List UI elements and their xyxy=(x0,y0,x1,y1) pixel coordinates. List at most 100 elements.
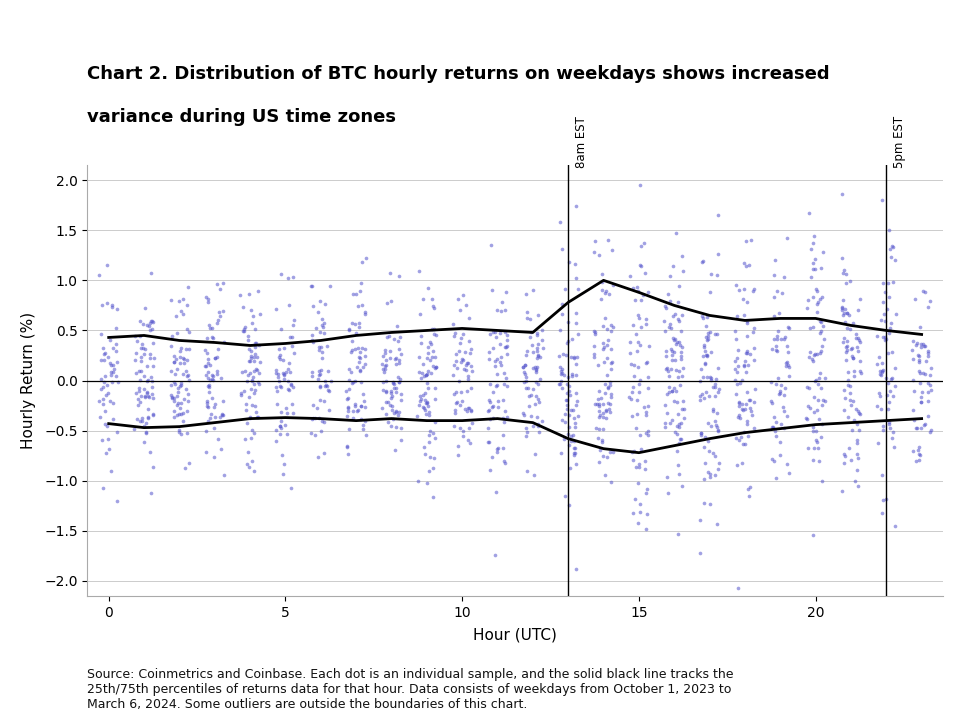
Point xyxy=(846,317,861,328)
Point xyxy=(276,468,292,480)
Point xyxy=(742,482,757,493)
Point xyxy=(801,294,816,306)
Point xyxy=(210,318,226,330)
Point xyxy=(557,490,573,502)
Point xyxy=(417,370,433,382)
Point xyxy=(812,315,827,327)
Point xyxy=(884,373,899,385)
Point xyxy=(622,271,638,282)
Point xyxy=(134,415,150,426)
Point xyxy=(834,189,850,200)
Point xyxy=(493,305,508,317)
Point xyxy=(413,393,429,405)
Point xyxy=(178,344,193,355)
Point xyxy=(133,355,149,367)
X-axis label: Hour (UTC): Hour (UTC) xyxy=(473,628,557,643)
Point xyxy=(806,321,821,332)
Point xyxy=(242,368,258,379)
Point xyxy=(182,343,197,355)
Point xyxy=(535,415,550,426)
Point xyxy=(806,257,821,269)
Point xyxy=(885,241,901,253)
Point xyxy=(663,363,678,375)
Point xyxy=(586,340,602,351)
Point xyxy=(145,375,160,386)
Point xyxy=(641,382,656,393)
Point xyxy=(422,466,437,477)
Point xyxy=(492,357,507,368)
Point xyxy=(702,327,717,338)
Point xyxy=(880,389,895,401)
Point xyxy=(554,243,570,254)
Point xyxy=(446,420,462,432)
Point xyxy=(519,312,535,323)
Point xyxy=(243,345,259,357)
Point xyxy=(383,387,399,398)
Point xyxy=(109,303,124,314)
Point xyxy=(693,395,709,406)
Point xyxy=(846,395,861,406)
Point xyxy=(166,350,182,361)
Point xyxy=(352,321,367,332)
Point xyxy=(768,472,783,483)
Point xyxy=(525,383,540,395)
Point xyxy=(712,383,727,394)
Point xyxy=(698,321,713,332)
Point xyxy=(249,364,264,376)
Point xyxy=(533,351,548,363)
Point xyxy=(200,297,216,308)
Point xyxy=(674,404,689,415)
Point xyxy=(246,427,261,439)
Point xyxy=(561,409,576,421)
Point xyxy=(914,423,929,434)
Point xyxy=(659,362,675,373)
Point xyxy=(630,361,645,373)
Point xyxy=(179,383,194,395)
Point xyxy=(426,328,441,340)
Point xyxy=(305,412,321,424)
Point xyxy=(764,376,780,388)
Point xyxy=(773,386,788,397)
Point xyxy=(564,333,579,345)
Point xyxy=(639,523,654,535)
Point xyxy=(604,320,619,331)
Point xyxy=(915,286,930,297)
Point xyxy=(419,477,434,488)
Point xyxy=(740,330,755,341)
Point xyxy=(145,337,160,349)
Point xyxy=(776,422,791,434)
Point xyxy=(420,347,435,358)
Point xyxy=(641,425,656,437)
Point xyxy=(562,389,577,401)
Point xyxy=(490,395,505,406)
Point xyxy=(452,337,468,348)
Point xyxy=(480,422,496,434)
Point xyxy=(773,437,788,448)
Point xyxy=(318,379,333,391)
Point xyxy=(376,366,392,378)
Point xyxy=(176,393,191,404)
Point xyxy=(911,357,926,368)
Point xyxy=(495,297,510,308)
Point xyxy=(631,336,646,348)
Point xyxy=(91,395,107,406)
Point xyxy=(97,370,113,381)
Point xyxy=(696,371,712,383)
Point xyxy=(374,358,390,370)
Point xyxy=(315,321,330,332)
Point xyxy=(390,335,405,347)
Point xyxy=(702,468,717,480)
Point xyxy=(110,426,125,438)
Point xyxy=(676,404,691,415)
Point xyxy=(425,300,440,312)
Point xyxy=(588,423,604,434)
Point xyxy=(388,353,403,364)
Point xyxy=(881,404,896,415)
Point xyxy=(239,404,255,415)
Point xyxy=(909,456,924,467)
Point xyxy=(773,418,788,429)
Point xyxy=(727,375,743,386)
Point xyxy=(270,370,286,382)
Point xyxy=(419,369,434,381)
Point xyxy=(699,311,714,322)
